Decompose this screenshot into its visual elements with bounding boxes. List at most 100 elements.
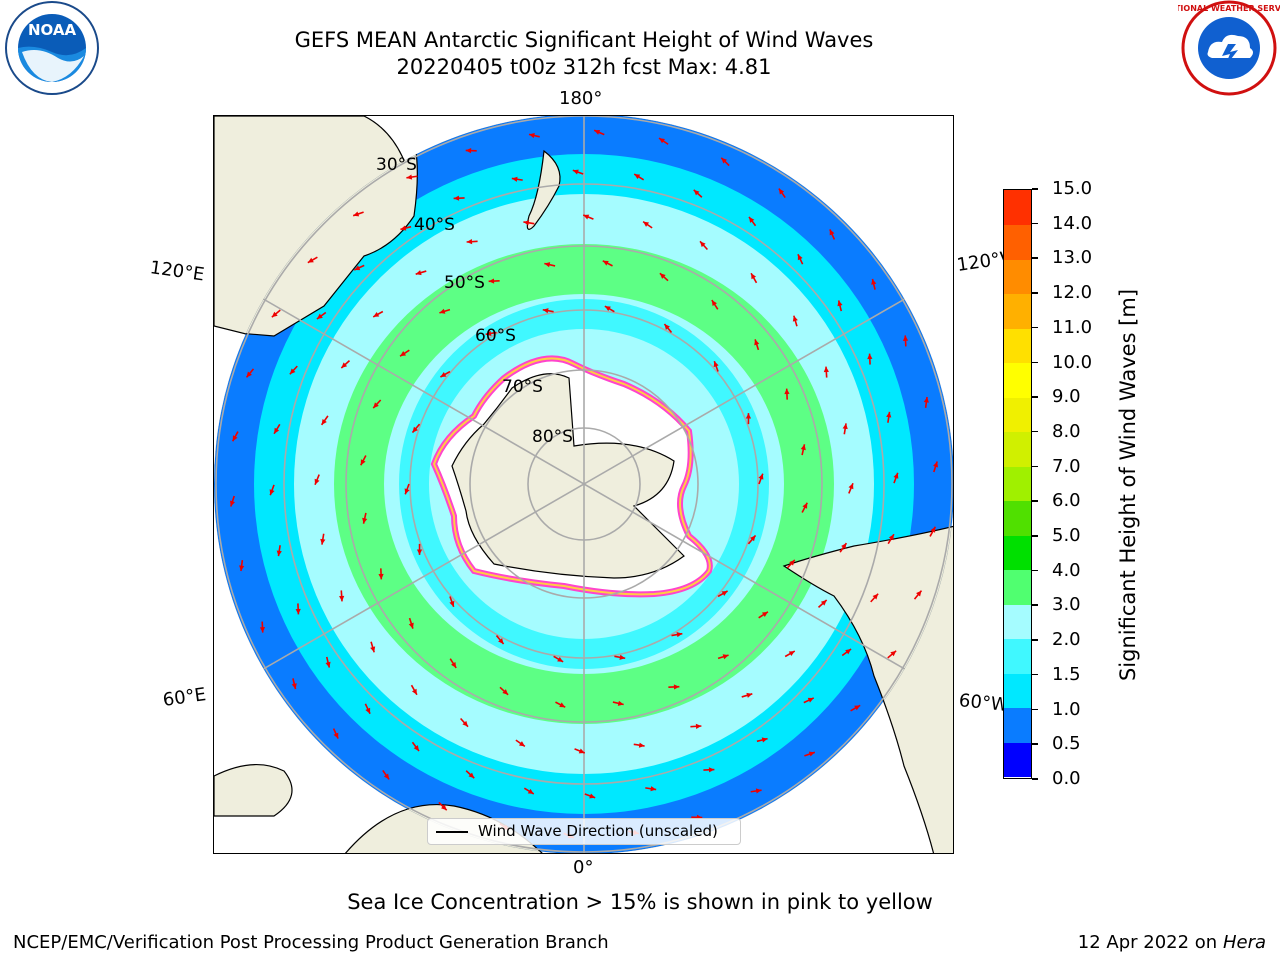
wind-arrow-head xyxy=(761,737,768,743)
wind-arrow-head xyxy=(589,793,596,799)
wind-arrow-head xyxy=(291,683,297,690)
wind-arrow-head xyxy=(412,426,418,433)
wind-arrow-head xyxy=(354,265,361,271)
wind-arrow-head xyxy=(700,241,706,248)
wind-arrow-head xyxy=(295,608,301,615)
wind-arrow-head xyxy=(788,651,795,657)
wind-arrow-head xyxy=(320,538,326,545)
wind-arrow-head xyxy=(659,273,666,279)
wind-arrow-head xyxy=(415,270,422,276)
wind-arrow-head xyxy=(638,742,645,748)
colorbar-tick-label: 12.0 xyxy=(1052,282,1093,304)
wind-arrow-head xyxy=(259,627,266,633)
wind-arrow-head xyxy=(711,300,717,307)
wind-arrow-head xyxy=(441,804,447,811)
wind-arrow-head xyxy=(867,353,873,360)
wind-arrow-head xyxy=(802,502,808,509)
wind-arrow-head xyxy=(837,300,843,307)
wind-arrow-head xyxy=(823,366,829,373)
wind-arrow-head xyxy=(761,611,768,617)
wind-arrow-head xyxy=(378,573,384,580)
wind-arrow-head xyxy=(797,254,803,261)
sea-ice-caption: Sea Ice Concentration > 15% is shown in … xyxy=(347,890,933,914)
wind-arrow-head xyxy=(676,632,683,638)
wind-arrow-head xyxy=(758,473,764,480)
noaa-logo: NOAA xyxy=(5,1,99,95)
colorbar-segment xyxy=(1004,224,1031,260)
wind-arrow-head xyxy=(784,388,790,395)
land-new-zealand xyxy=(526,149,561,230)
colorbar-tick xyxy=(1032,778,1038,780)
wind-arrow-head xyxy=(271,311,278,318)
wind-arrow-head xyxy=(523,220,530,226)
colorbar-segment xyxy=(1004,293,1031,329)
wind-arrow-head xyxy=(751,273,757,280)
colorbar-segment xyxy=(1004,259,1031,295)
wind-arrow-head xyxy=(650,786,657,792)
wind-arrow-head xyxy=(542,308,549,314)
wind-arrow-head xyxy=(406,174,413,180)
chart-title: GEFS MEAN Antarctic Significant Height o… xyxy=(294,28,874,52)
lat-label-70s: 70°S xyxy=(502,377,543,397)
colorbar-tick xyxy=(1032,569,1038,572)
colorbar-tick-label: 14.0 xyxy=(1052,212,1093,234)
wind-arrow-head xyxy=(274,427,280,434)
lon-label-0: 0° xyxy=(573,857,594,878)
colorbar-tick-label: 3.0 xyxy=(1052,594,1081,616)
wind-arrow-head xyxy=(750,535,756,542)
wind-arrow-head xyxy=(229,500,235,507)
nws-logo-text: NATIONAL WEATHER SERVICE xyxy=(1178,4,1280,13)
footer-host: Hera xyxy=(1222,932,1266,953)
colorbar-tick xyxy=(1032,326,1038,329)
wind-arrow-head xyxy=(820,600,827,606)
wind-arrow-head xyxy=(527,788,534,794)
chart-subtitle: 20220405 t00z 312h fcst Max: 4.81 xyxy=(396,55,772,79)
wind-arrow-head xyxy=(333,732,339,739)
map-legend: Wind Wave Direction (unscaled) xyxy=(427,818,741,845)
colorbar-tick xyxy=(1032,535,1038,537)
wind-arrow-head xyxy=(643,221,650,227)
wind-arrow-head xyxy=(778,188,785,195)
colorbar-segment xyxy=(1004,466,1031,502)
wind-arrow-head xyxy=(754,339,760,346)
lat-label-50s: 50°S xyxy=(444,273,485,293)
wind-arrow-head xyxy=(453,195,460,201)
colorbar-segment xyxy=(1004,673,1031,709)
colorbar-segment xyxy=(1004,535,1031,571)
wind-arrow-head xyxy=(708,767,715,773)
wind-arrow-head xyxy=(845,649,852,655)
wind-arrow-head xyxy=(411,688,417,695)
wind-arrow-head xyxy=(325,661,331,668)
wind-arrow-head xyxy=(413,745,419,752)
wind-arrow-head xyxy=(518,741,525,747)
colorbar-tick xyxy=(1032,257,1038,259)
wind-arrow-head xyxy=(511,176,518,182)
wind-arrow-head xyxy=(721,157,727,164)
wind-arrow-head xyxy=(373,311,380,317)
wind-arrow-head xyxy=(449,600,455,607)
colorbar-tick xyxy=(1032,708,1038,711)
colorbar-tick xyxy=(1032,500,1038,502)
wind-arrow-head xyxy=(886,411,892,418)
wind-arrow-head xyxy=(755,788,762,794)
wind-arrow-head xyxy=(365,707,371,714)
wind-arrow-head xyxy=(808,751,815,757)
wind-arrow-head xyxy=(664,324,670,330)
wind-arrow-head xyxy=(370,646,376,653)
lat-label-40s: 40°S xyxy=(414,215,455,235)
lon-label-60w: 60°W xyxy=(957,690,1010,717)
colorbar-tick xyxy=(1032,743,1038,745)
colorbar-tick-label: 8.0 xyxy=(1052,420,1081,442)
wind-arrow-head xyxy=(307,257,314,263)
wind-arrow-head xyxy=(930,526,936,533)
wind-arrow-head xyxy=(617,700,624,706)
lon-label-60e: 60°E xyxy=(161,684,208,711)
wind-arrow-head xyxy=(439,308,446,314)
wind-arrow-head xyxy=(232,435,238,442)
wind-arrow-head xyxy=(465,148,472,154)
wind-arrow-head xyxy=(246,371,252,378)
colorbar-segment xyxy=(1004,707,1031,743)
wind-arrow-head xyxy=(594,129,601,135)
footer-date-text: 12 Apr 2022 on xyxy=(1077,932,1223,953)
wind-arrow-head xyxy=(314,478,320,485)
